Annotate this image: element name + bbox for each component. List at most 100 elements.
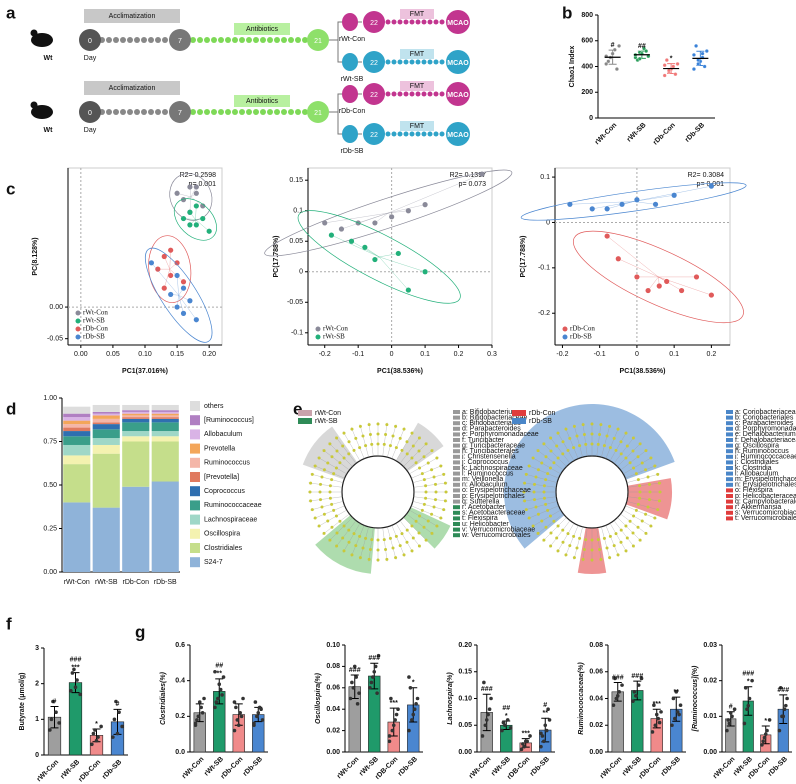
taxon-swatch xyxy=(726,510,733,515)
data-point xyxy=(782,707,787,711)
cladogram-node xyxy=(561,452,565,456)
spoke xyxy=(178,295,184,314)
timeline-dot xyxy=(397,59,403,65)
cladogram-branch xyxy=(625,465,657,479)
taxon-swatch xyxy=(453,527,460,532)
data-point xyxy=(604,233,610,239)
y-tick-label: 0.00 xyxy=(43,569,57,576)
day-label: Day xyxy=(84,55,97,62)
cladogram-node xyxy=(432,505,436,509)
legend-swatch xyxy=(190,457,200,468)
cladogram-node xyxy=(376,548,380,552)
stacked-segment xyxy=(63,424,91,428)
cladogram-node xyxy=(434,482,438,486)
timeline-dot xyxy=(421,59,427,65)
timeline-dot xyxy=(302,37,308,43)
taxon-label: m: Veillonella xyxy=(462,476,503,483)
data-point xyxy=(654,712,659,717)
timeline-dot xyxy=(439,131,445,137)
cladogram-branch xyxy=(322,513,350,535)
cladogram-node xyxy=(420,472,424,476)
stacked-segment xyxy=(63,406,91,414)
cladogram-node xyxy=(522,490,526,494)
cladogram-node xyxy=(608,556,612,560)
timeline-dot xyxy=(253,109,259,115)
y-axis-label: Oscillospira(%) xyxy=(315,672,322,724)
stacked-segment xyxy=(151,415,179,418)
cladogram-branch xyxy=(310,473,344,483)
data-point xyxy=(234,705,238,710)
data-point xyxy=(348,238,355,244)
stacked-segment xyxy=(92,507,120,572)
taxon-label: h: Ruminococcus xyxy=(735,448,789,455)
y-tick-label: 0.00 xyxy=(49,304,63,311)
taxon-label: q: Sutterella xyxy=(462,498,499,505)
data-point xyxy=(484,718,489,722)
cladogram-node xyxy=(443,499,447,503)
data-point xyxy=(369,680,374,685)
stacked-segment xyxy=(151,413,179,416)
cladogram-node xyxy=(596,442,600,446)
cladogram-node xyxy=(364,536,368,540)
timeline-dot xyxy=(415,19,421,25)
legend-label: rWt-Con xyxy=(83,309,108,317)
x-tick-label: rWt-Con xyxy=(594,122,618,146)
data-point xyxy=(213,669,217,674)
data-point xyxy=(542,739,546,744)
y-tick-label: -0.1 xyxy=(538,265,550,272)
spoke xyxy=(388,210,409,214)
data-point xyxy=(193,203,199,209)
cladogram-node xyxy=(575,546,579,550)
timeline-dot xyxy=(120,37,126,43)
data-point xyxy=(410,718,414,722)
taxon-label: a: Bifidobacterium xyxy=(462,409,518,416)
x-axis-label: PC1(37.016%) xyxy=(122,368,168,375)
legend-label: Clostridiales xyxy=(204,545,243,552)
cladogram-node xyxy=(632,466,636,470)
day-circle xyxy=(169,101,191,123)
taxon-swatch xyxy=(453,477,460,482)
cladogram-node xyxy=(424,442,428,446)
x-axis-label: PC1(38.536%) xyxy=(620,368,666,375)
confidence-ellipse xyxy=(264,169,513,257)
cladogram-node xyxy=(322,512,326,516)
taxon-swatch xyxy=(726,410,733,414)
panel-label: e xyxy=(293,399,302,418)
day-circle xyxy=(169,29,191,51)
cladogram-node xyxy=(367,557,371,561)
stacked-segment xyxy=(63,436,91,445)
y-tick-label: 0.08 xyxy=(589,642,603,649)
data-point xyxy=(636,683,641,687)
day-number: 22 xyxy=(370,92,378,99)
cladogram-node xyxy=(391,546,395,550)
data-point xyxy=(422,202,428,208)
stacked-segment xyxy=(122,404,150,411)
data-point xyxy=(117,710,121,714)
cladogram-node xyxy=(657,499,661,503)
cladogram-node xyxy=(649,524,653,528)
data-point xyxy=(93,728,97,732)
recipient-mouse xyxy=(342,13,358,31)
data-point xyxy=(180,215,187,222)
data-point xyxy=(615,694,620,698)
y-tick-label: 200 xyxy=(581,89,593,96)
x-tick-label: rDb-SB xyxy=(242,756,264,778)
day-number: 21 xyxy=(314,110,322,117)
significance-label: ### xyxy=(631,673,643,680)
taxon-label: f: Turicibacter xyxy=(462,437,505,444)
data-point xyxy=(604,61,609,66)
data-point xyxy=(260,718,265,722)
cladogram-node xyxy=(524,508,528,512)
fmt-label: FMT xyxy=(410,83,425,90)
stacked-segment xyxy=(122,411,150,414)
significance-label: * xyxy=(412,680,415,687)
timeline-dot xyxy=(134,37,140,43)
cladogram-branch xyxy=(556,431,575,461)
taxon-label: m: Erysipelotrichaceae xyxy=(735,476,796,483)
data-point xyxy=(617,43,622,48)
mouse-icon xyxy=(31,33,53,47)
stacked-segment xyxy=(92,429,120,439)
taxon-swatch xyxy=(726,449,733,454)
panel-label: b xyxy=(562,3,572,22)
data-point xyxy=(606,59,611,64)
